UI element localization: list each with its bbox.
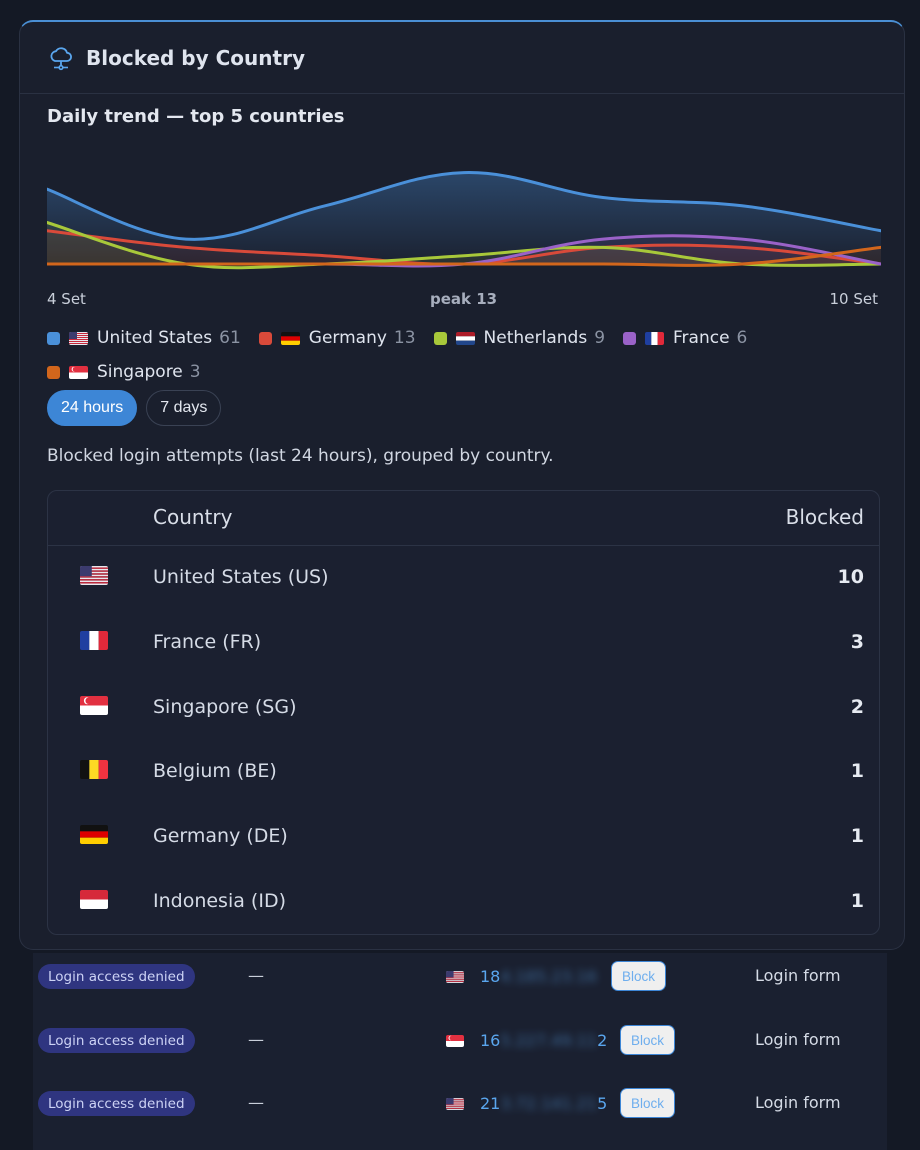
user-value: —	[248, 966, 264, 985]
de-flag-icon	[80, 825, 108, 845]
blocked-by-country-card: Blocked by Country Daily trend — top 5 c…	[19, 20, 905, 950]
card-header: Blocked by Country	[20, 22, 904, 94]
legend-swatch	[623, 331, 637, 345]
us-flag-icon	[80, 566, 108, 585]
legend-label: Germany	[308, 328, 387, 348]
sg-flag-icon	[80, 695, 108, 715]
trend-chart	[47, 150, 881, 274]
event-badge: Login access denied	[38, 1028, 195, 1053]
de-flag-icon	[280, 331, 300, 345]
ip-address[interactable]: 165.227.49.112	[480, 1031, 608, 1050]
blocked-count: 1	[850, 889, 864, 912]
blocked-count: 1	[850, 760, 864, 783]
chart-label-end: 10 Set	[829, 290, 879, 308]
legend-item-fr[interactable]: France 6	[623, 326, 747, 350]
id-flag-icon	[80, 889, 108, 909]
toggle-24-hours[interactable]: 24 hours	[47, 390, 138, 426]
log-row: Login access denied — 213.72.141.215 Blo…	[33, 1088, 887, 1118]
series-line	[47, 171, 881, 241]
fr-flag-icon	[645, 331, 665, 345]
legend-label: Singapore	[97, 362, 183, 382]
source-value: Login form	[755, 1030, 841, 1049]
legend-swatch	[433, 331, 447, 345]
series-area	[47, 172, 881, 264]
ip-address[interactable]: 213.72.141.215	[480, 1094, 608, 1113]
table-row[interactable]: Singapore (SG) 2	[48, 676, 879, 741]
legend-item-nl[interactable]: Netherlands 9	[433, 326, 606, 350]
legend-count: 6	[736, 328, 748, 348]
blocked-count: 2	[850, 695, 864, 718]
event-badge: Login access denied	[38, 1091, 195, 1116]
block-ip-button[interactable]: Block	[620, 1088, 676, 1118]
legend-count: 9	[594, 328, 606, 348]
legend-count: 3	[189, 362, 201, 382]
blocked-count: 1	[850, 825, 864, 848]
table-row[interactable]: Germany (DE) 1	[48, 805, 879, 870]
series-area	[47, 235, 881, 266]
legend-item-us[interactable]: United States 61	[47, 326, 241, 350]
fr-flag-icon	[80, 630, 108, 650]
country-name: Germany (DE)	[153, 825, 288, 848]
table-row[interactable]: United States (US) 10	[48, 546, 879, 611]
source-value: Login form	[755, 1093, 841, 1112]
cloud-network-icon	[48, 45, 74, 71]
trend-title: Daily trend — top 5 countries	[47, 106, 345, 127]
be-flag-icon	[80, 760, 108, 780]
table-row[interactable]: France (FR) 3	[48, 611, 879, 676]
sg-flag-icon	[446, 1035, 464, 1047]
sg-flag-icon	[69, 365, 88, 379]
chart-label-peak: peak 13	[430, 290, 498, 308]
chart-label-start: 4 Set	[47, 290, 86, 308]
user-value: —	[248, 1030, 264, 1049]
table-description: Blocked login attempts (last 24 hours), …	[47, 446, 554, 466]
us-flag-icon	[446, 971, 464, 983]
us-flag-icon	[69, 331, 88, 345]
column-header-blocked[interactable]: Blocked	[785, 505, 864, 529]
legend-label: Netherlands	[483, 328, 588, 348]
log-row: Login access denied — 184.185.23.16 Bloc…	[33, 961, 887, 991]
country-name: Belgium (BE)	[153, 760, 277, 783]
toggle-7-days[interactable]: 7 days	[146, 390, 222, 426]
column-header-country[interactable]: Country	[153, 505, 233, 529]
legend-swatch	[47, 331, 60, 345]
source-value: Login form	[755, 966, 841, 985]
series-line	[47, 245, 881, 267]
legend-swatch	[47, 365, 60, 379]
legend-item-sg[interactable]: Singapore 3	[47, 360, 201, 384]
series-area	[47, 247, 881, 266]
country-name: United States (US)	[153, 566, 329, 588]
block-ip-button[interactable]: Block	[620, 1025, 676, 1055]
legend-label: France	[673, 328, 730, 348]
legend-item-de[interactable]: Germany 13	[258, 326, 416, 350]
table-header: Country Blocked	[48, 491, 879, 546]
ip-address[interactable]: 184.185.23.16	[480, 967, 598, 986]
table-row[interactable]: Indonesia (ID) 1	[48, 870, 879, 934]
block-ip-button[interactable]: Block	[611, 961, 667, 991]
activity-log: Login access denied — 184.185.23.16 Bloc…	[33, 953, 887, 1150]
card-title: Blocked by Country	[86, 45, 305, 70]
country-name: Singapore (SG)	[153, 695, 297, 718]
blocked-count: 3	[850, 630, 864, 653]
log-row: Login access denied — 165.227.49.112 Blo…	[33, 1025, 887, 1055]
blocked-count: 10	[837, 566, 864, 588]
trend-chart-svg	[47, 171, 881, 270]
user-value: —	[248, 1093, 264, 1112]
range-toggle-group: 24 hours 7 days	[47, 390, 230, 426]
chart-legend: United States 61 Germany 13 Netherlands …	[47, 326, 887, 384]
legend-count: 61	[219, 328, 241, 348]
country-name: Indonesia (ID)	[153, 889, 286, 912]
table-row[interactable]: Belgium (BE) 1	[48, 740, 879, 805]
nl-flag-icon	[455, 331, 475, 345]
legend-count: 13	[393, 328, 416, 348]
legend-label: United States	[97, 328, 213, 348]
country-table: Country Blocked United States (US) 10 Fr…	[47, 490, 880, 935]
country-name: France (FR)	[153, 630, 262, 653]
us-flag-icon	[446, 1098, 464, 1110]
event-badge: Login access denied	[38, 964, 195, 989]
legend-swatch	[258, 331, 272, 345]
